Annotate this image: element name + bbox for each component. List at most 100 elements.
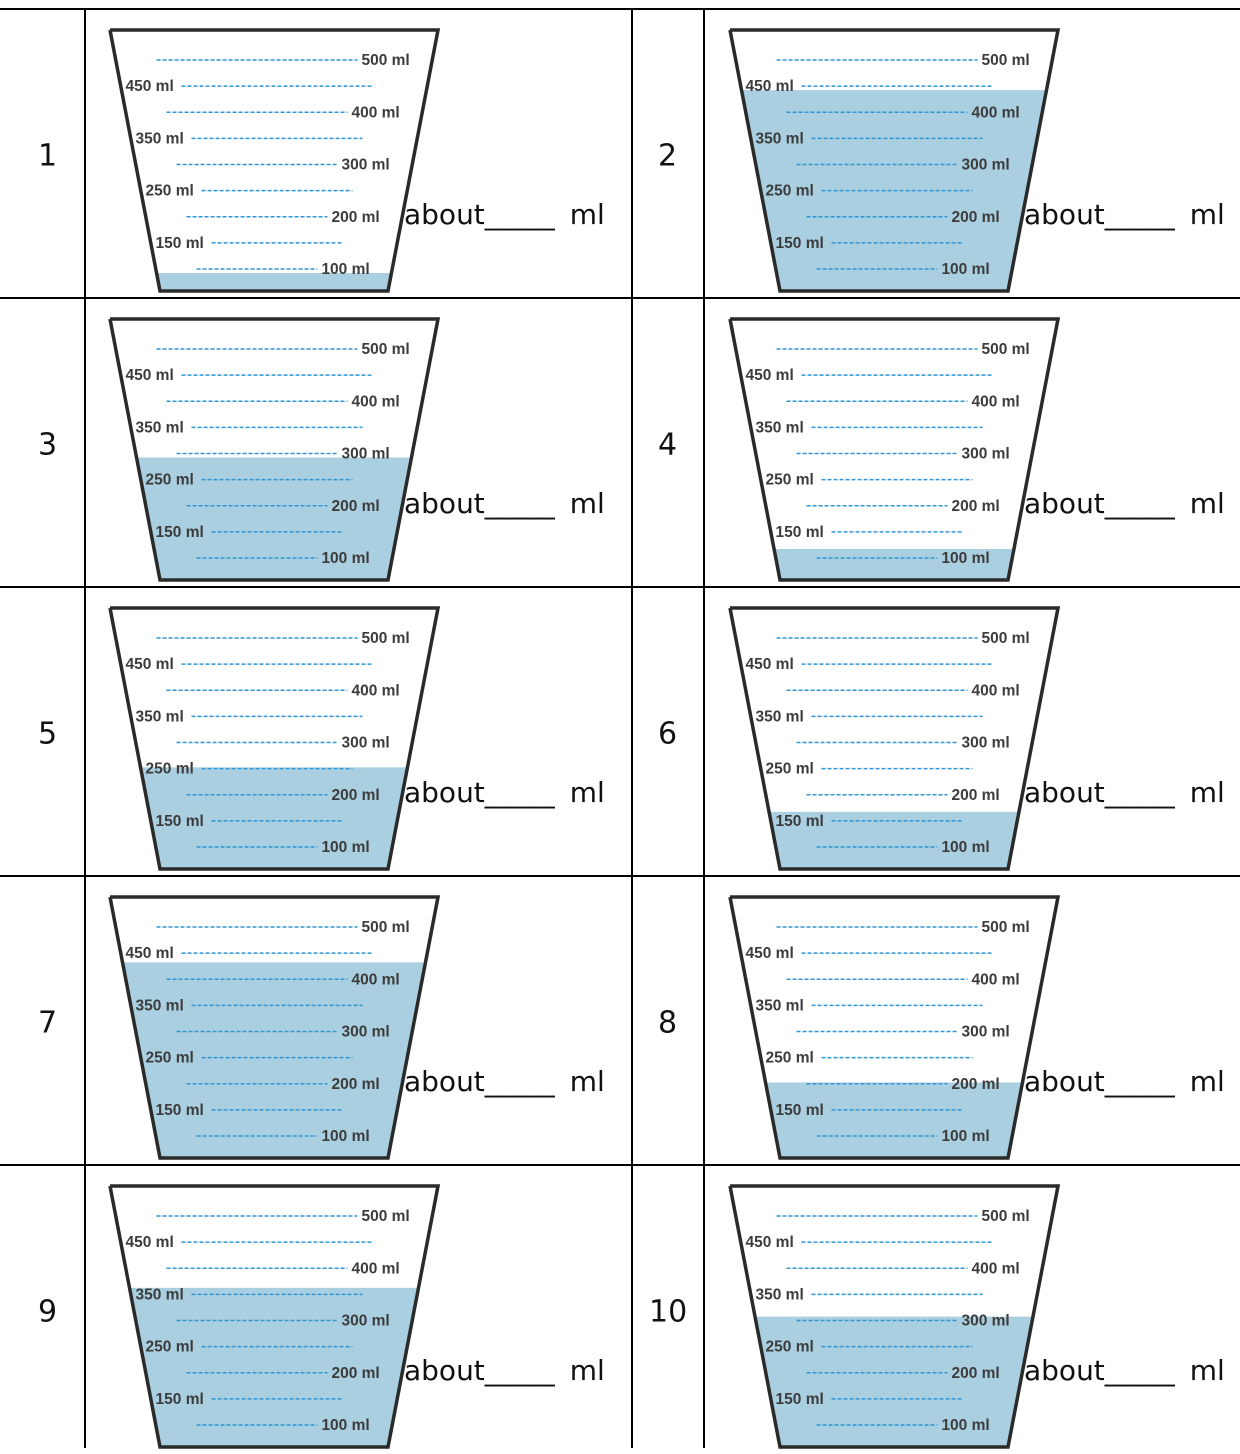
graduation-mark: 450 ml bbox=[126, 367, 373, 384]
graduation-mark: 300 ml bbox=[796, 446, 1010, 463]
row-divider bbox=[0, 586, 1240, 588]
unit-label: ml bbox=[1180, 1065, 1225, 1098]
answer-prompt: about_____ ml bbox=[404, 487, 605, 520]
graduation-label: 200 ml bbox=[951, 498, 999, 515]
question-number: 1 bbox=[38, 138, 58, 174]
graduation-label: 250 ml bbox=[766, 183, 814, 200]
graduation-label: 300 ml bbox=[341, 446, 389, 463]
graduation-label: 400 ml bbox=[971, 104, 1019, 121]
graduation-label: 400 ml bbox=[971, 393, 1019, 410]
graduation-mark: 250 ml bbox=[146, 761, 353, 778]
graduation-label: 150 ml bbox=[156, 1391, 204, 1408]
graduation-label: 350 ml bbox=[756, 997, 804, 1014]
graduation-mark: 300 ml bbox=[176, 446, 390, 463]
graduation-label: 100 ml bbox=[941, 839, 989, 856]
unit-label: ml bbox=[560, 776, 605, 809]
graduation-mark: 500 ml bbox=[156, 341, 410, 358]
unit-label: ml bbox=[560, 198, 605, 231]
graduation-label: 500 ml bbox=[981, 1208, 1029, 1225]
graduation-mark: 100 ml bbox=[816, 839, 990, 856]
graduation-label: 350 ml bbox=[756, 419, 804, 436]
answer-prompt: about_____ ml bbox=[404, 1065, 605, 1098]
answer-blank[interactable]: _____ bbox=[1104, 198, 1175, 231]
about-label: about bbox=[1024, 776, 1105, 809]
graduation-label: 300 ml bbox=[961, 735, 1009, 752]
graduation-label: 300 ml bbox=[341, 1024, 389, 1041]
row-divider bbox=[0, 875, 1240, 877]
graduation-mark: 400 ml bbox=[166, 104, 400, 121]
answer-blank[interactable]: _____ bbox=[1104, 776, 1175, 809]
graduation-mark: 150 ml bbox=[156, 235, 343, 252]
graduation-label: 250 ml bbox=[146, 1339, 194, 1356]
answer-blank[interactable]: _____ bbox=[1104, 487, 1175, 520]
graduation-mark: 400 ml bbox=[786, 393, 1020, 410]
graduation-mark: 150 ml bbox=[776, 813, 963, 830]
graduation-mark: 350 ml bbox=[136, 1286, 363, 1303]
graduation-mark: 150 ml bbox=[156, 524, 343, 541]
graduation-mark: 250 ml bbox=[146, 472, 353, 489]
about-label: about bbox=[1024, 487, 1105, 520]
graduation-mark: 350 ml bbox=[136, 419, 363, 436]
water-level bbox=[156, 273, 392, 291]
about-label: about bbox=[404, 1065, 485, 1098]
graduation-label: 400 ml bbox=[971, 682, 1019, 699]
graduation-mark: 450 ml bbox=[746, 1234, 993, 1251]
about-label: about bbox=[1024, 1065, 1105, 1098]
answer-prompt: about_____ ml bbox=[404, 776, 605, 809]
measuring-cup: 500 ml 450 ml 400 ml 350 ml 300 ml 250 ml 200 … bbox=[108, 317, 440, 582]
graduation-mark: 250 ml bbox=[146, 183, 353, 200]
graduation-label: 450 ml bbox=[126, 1234, 174, 1251]
graduation-label: 500 ml bbox=[361, 919, 409, 936]
about-label: about bbox=[1024, 198, 1105, 231]
graduation-mark: 450 ml bbox=[746, 367, 993, 384]
answer-prompt: about_____ ml bbox=[1024, 1065, 1225, 1098]
graduation-label: 350 ml bbox=[136, 419, 184, 436]
graduation-mark: 150 ml bbox=[776, 524, 963, 541]
graduation-mark: 200 ml bbox=[806, 209, 1000, 226]
graduation-label: 500 ml bbox=[981, 341, 1029, 358]
cup-outline bbox=[728, 28, 1060, 293]
answer-blank[interactable]: _____ bbox=[1104, 1354, 1175, 1387]
graduation-label: 500 ml bbox=[361, 341, 409, 358]
graduation-mark: 200 ml bbox=[806, 1076, 1000, 1093]
graduation-mark: 400 ml bbox=[166, 1260, 400, 1277]
cup-outline bbox=[728, 606, 1060, 871]
graduation-mark: 400 ml bbox=[166, 682, 400, 699]
row-divider bbox=[0, 297, 1240, 299]
answer-blank[interactable]: _____ bbox=[484, 198, 555, 231]
answer-blank[interactable]: _____ bbox=[484, 1354, 555, 1387]
graduation-mark: 100 ml bbox=[816, 1128, 990, 1145]
graduation-mark: 450 ml bbox=[126, 656, 373, 673]
measuring-cup: 500 ml 450 ml 400 ml 350 ml 300 ml 250 ml 200 … bbox=[728, 317, 1060, 582]
graduation-mark: 150 ml bbox=[156, 1391, 343, 1408]
graduation-mark: 450 ml bbox=[746, 78, 993, 95]
answer-blank[interactable]: _____ bbox=[484, 776, 555, 809]
graduation-label: 450 ml bbox=[126, 656, 174, 673]
graduation-label: 350 ml bbox=[756, 130, 804, 147]
row-divider bbox=[0, 1164, 1240, 1166]
answer-blank[interactable]: _____ bbox=[484, 487, 555, 520]
about-label: about bbox=[1024, 1354, 1105, 1387]
graduation-label: 300 ml bbox=[961, 1024, 1009, 1041]
graduation-label: 200 ml bbox=[951, 1076, 999, 1093]
question-number: 2 bbox=[658, 138, 678, 174]
graduation-label: 300 ml bbox=[961, 1313, 1009, 1330]
cup-outline bbox=[108, 1184, 440, 1449]
graduation-mark: 100 ml bbox=[196, 261, 370, 278]
answer-blank[interactable]: _____ bbox=[484, 1065, 555, 1098]
graduation-mark: 150 ml bbox=[156, 1102, 343, 1119]
graduation-label: 450 ml bbox=[126, 367, 174, 384]
answer-blank[interactable]: _____ bbox=[1104, 1065, 1175, 1098]
graduation-mark: 500 ml bbox=[156, 52, 410, 69]
graduation-mark: 300 ml bbox=[176, 1024, 390, 1041]
graduation-label: 450 ml bbox=[746, 945, 794, 962]
graduation-mark: 450 ml bbox=[746, 656, 993, 673]
graduation-mark: 400 ml bbox=[166, 971, 400, 988]
about-label: about bbox=[404, 487, 485, 520]
graduation-label: 100 ml bbox=[321, 261, 369, 278]
graduation-mark: 400 ml bbox=[786, 1260, 1020, 1277]
graduation-label: 500 ml bbox=[981, 630, 1029, 647]
graduation-mark: 250 ml bbox=[766, 1339, 973, 1356]
graduation-mark: 200 ml bbox=[186, 1365, 380, 1382]
question-number: 3 bbox=[38, 427, 58, 463]
